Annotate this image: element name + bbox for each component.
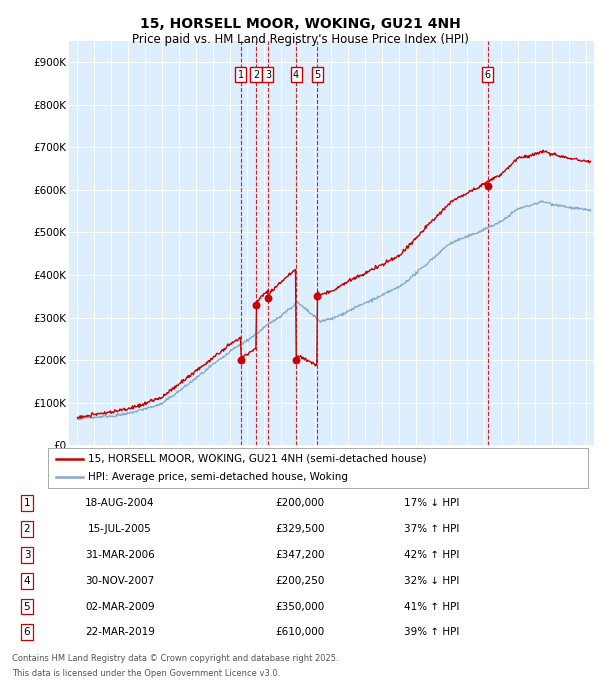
Text: 17% ↓ HPI: 17% ↓ HPI — [404, 498, 460, 508]
Text: Contains HM Land Registry data © Crown copyright and database right 2025.: Contains HM Land Registry data © Crown c… — [12, 654, 338, 663]
Text: 3: 3 — [23, 550, 31, 560]
Text: 37% ↑ HPI: 37% ↑ HPI — [404, 524, 460, 534]
Text: 15-JUL-2005: 15-JUL-2005 — [88, 524, 152, 534]
Text: 5: 5 — [314, 70, 320, 80]
Text: 15, HORSELL MOOR, WOKING, GU21 4NH (semi-detached house): 15, HORSELL MOOR, WOKING, GU21 4NH (semi… — [89, 454, 427, 464]
Point — [313, 291, 322, 302]
Point — [236, 355, 245, 366]
Text: £347,200: £347,200 — [275, 550, 325, 560]
Text: Price paid vs. HM Land Registry's House Price Index (HPI): Price paid vs. HM Land Registry's House … — [131, 33, 469, 46]
Text: £200,000: £200,000 — [275, 498, 325, 508]
Text: 02-MAR-2009: 02-MAR-2009 — [85, 602, 155, 611]
Point — [483, 180, 493, 191]
Text: 1: 1 — [238, 70, 244, 80]
Text: 6: 6 — [485, 70, 491, 80]
Text: £200,250: £200,250 — [275, 576, 325, 585]
Text: 32% ↓ HPI: 32% ↓ HPI — [404, 576, 460, 585]
Text: £610,000: £610,000 — [275, 628, 325, 637]
Text: 15, HORSELL MOOR, WOKING, GU21 4NH: 15, HORSELL MOOR, WOKING, GU21 4NH — [140, 17, 460, 31]
Text: £329,500: £329,500 — [275, 524, 325, 534]
Point — [263, 292, 273, 303]
Text: 31-MAR-2006: 31-MAR-2006 — [85, 550, 155, 560]
Text: 30-NOV-2007: 30-NOV-2007 — [85, 576, 155, 585]
Text: 2: 2 — [23, 524, 31, 534]
Text: 1: 1 — [23, 498, 31, 508]
Text: 42% ↑ HPI: 42% ↑ HPI — [404, 550, 460, 560]
Text: 41% ↑ HPI: 41% ↑ HPI — [404, 602, 460, 611]
Text: 6: 6 — [23, 628, 31, 637]
Text: 39% ↑ HPI: 39% ↑ HPI — [404, 628, 460, 637]
Text: HPI: Average price, semi-detached house, Woking: HPI: Average price, semi-detached house,… — [89, 472, 349, 482]
Point — [292, 355, 301, 366]
Text: 18-AUG-2004: 18-AUG-2004 — [85, 498, 155, 508]
Text: 5: 5 — [23, 602, 31, 611]
Text: £350,000: £350,000 — [275, 602, 325, 611]
Text: 4: 4 — [293, 70, 299, 80]
Text: 22-MAR-2019: 22-MAR-2019 — [85, 628, 155, 637]
Text: 2: 2 — [253, 70, 259, 80]
Text: 3: 3 — [265, 70, 271, 80]
Text: This data is licensed under the Open Government Licence v3.0.: This data is licensed under the Open Gov… — [12, 669, 280, 678]
Text: 4: 4 — [23, 576, 31, 585]
Point — [251, 300, 261, 311]
